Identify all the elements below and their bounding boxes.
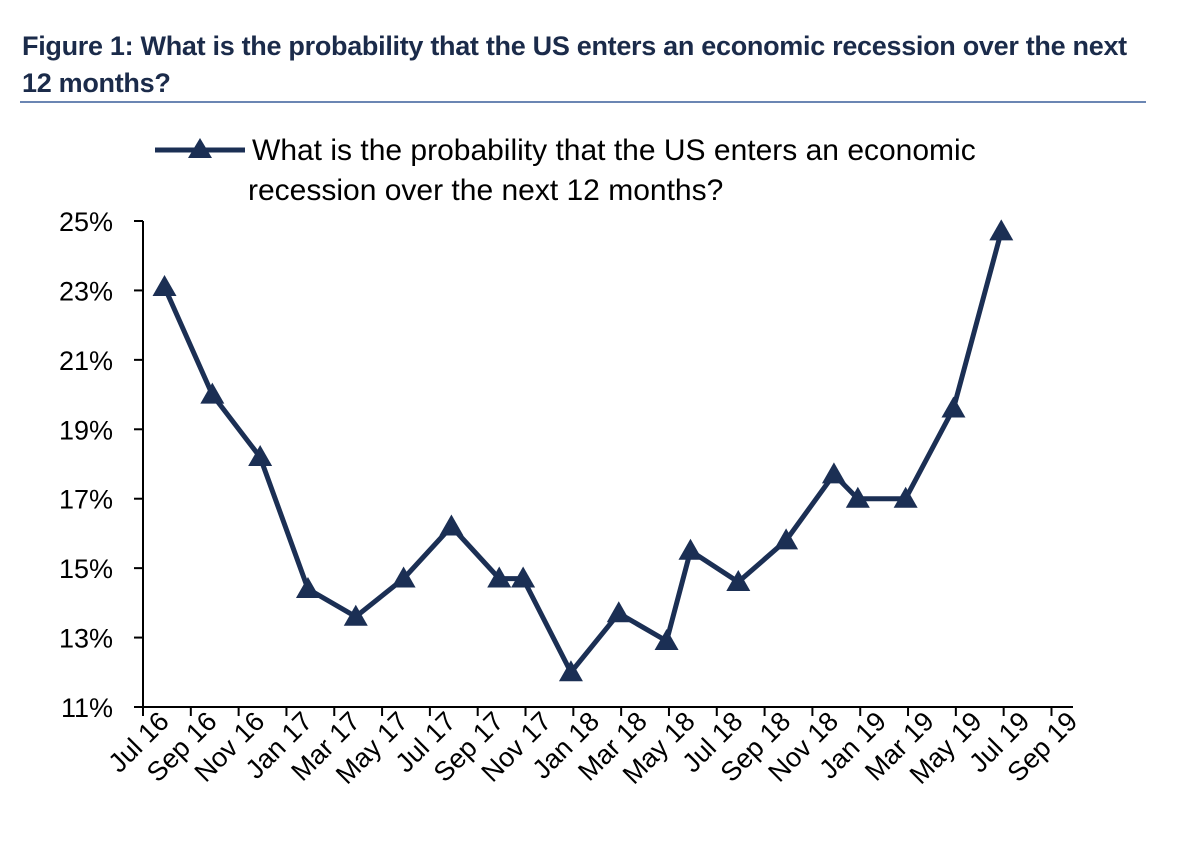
- data-point: [511, 566, 536, 588]
- data-point: [678, 538, 703, 560]
- y-tick-label: 23%: [59, 276, 113, 306]
- y-tick-label: 25%: [59, 207, 113, 237]
- legend: What is the probability that the US ente…: [155, 134, 976, 207]
- data-point: [989, 219, 1014, 241]
- data-point: [845, 486, 870, 508]
- data-point: [821, 462, 846, 484]
- y-tick-label: 19%: [59, 415, 113, 445]
- data-point: [343, 604, 368, 626]
- data-point: [606, 601, 631, 623]
- y-tick-label: 21%: [59, 346, 113, 376]
- y-axis-ticks: 11% 13% 15% 17% 19% 21% 23% 25%: [59, 207, 143, 723]
- figure-title: Figure 1: What is the probability that t…: [22, 31, 1127, 98]
- data-point: [774, 528, 799, 550]
- legend-marker: [188, 138, 212, 158]
- data-point: [654, 629, 679, 651]
- legend-label-line-2: recession over the next 12 months?: [248, 174, 723, 207]
- data-point: [487, 566, 512, 588]
- data-point: [726, 570, 751, 592]
- y-tick-label: 15%: [59, 554, 113, 584]
- data-point: [248, 445, 273, 467]
- legend-label-line-1: What is the probability that the US ente…: [252, 134, 976, 167]
- data-point: [200, 382, 225, 404]
- data-point: [152, 274, 177, 296]
- series-markers: [152, 219, 1014, 682]
- y-tick-label: 11%: [61, 693, 113, 723]
- axes: [142, 221, 1073, 708]
- data-point: [295, 576, 320, 598]
- y-tick-label: 17%: [59, 485, 113, 515]
- data-point: [391, 566, 416, 588]
- title-divider: [20, 101, 1146, 103]
- y-tick-label: 13%: [59, 624, 113, 654]
- data-point: [439, 514, 464, 536]
- data-point: [893, 486, 918, 508]
- data-point: [558, 660, 583, 682]
- data-point: [941, 396, 966, 418]
- series-line: [162, 230, 1004, 675]
